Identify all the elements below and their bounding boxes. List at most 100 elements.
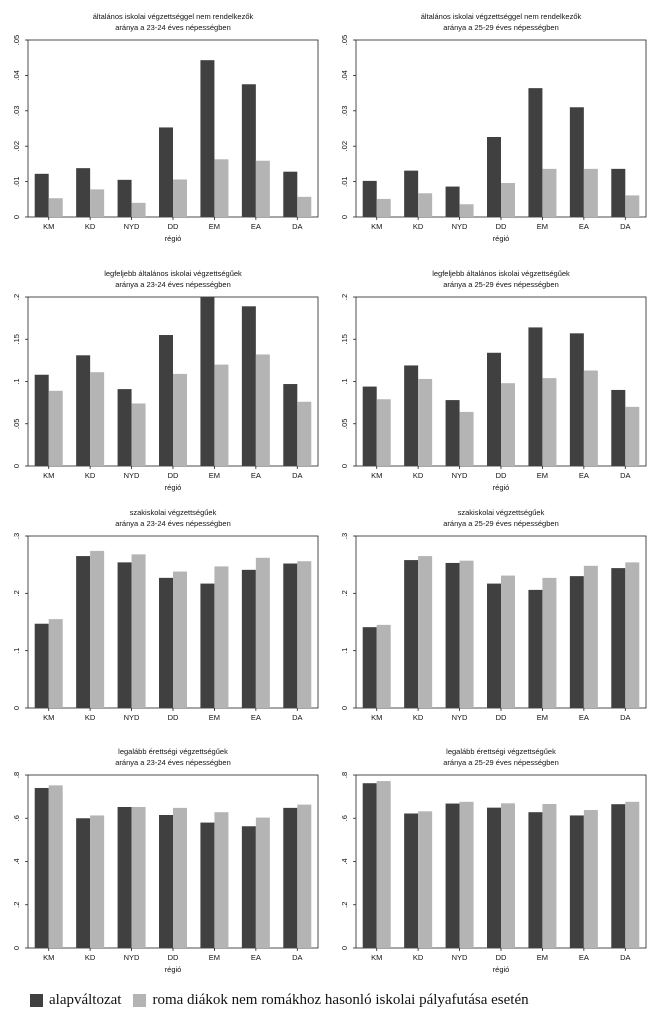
- y-tick-label: 0: [340, 215, 349, 219]
- y-tick-label: .01: [340, 176, 349, 186]
- bar-roma-scenario: [173, 807, 187, 948]
- x-tick-label: DD: [496, 471, 507, 480]
- bar-baseline: [34, 173, 49, 217]
- x-axis-label: régió: [493, 965, 510, 974]
- x-tick-label: NYD: [452, 471, 468, 480]
- bar-roma-scenario: [459, 411, 474, 466]
- y-tick-label: .2: [12, 902, 21, 908]
- bar-roma-scenario: [542, 378, 557, 466]
- bar-baseline: [487, 136, 501, 217]
- bar-baseline: [362, 627, 377, 708]
- x-tick-label: DD: [168, 222, 179, 231]
- x-tick-label: EA: [251, 953, 261, 962]
- chart-subtitle: aránya a 23-24 éves népességben: [115, 280, 231, 289]
- chart-grid: általános iskolai végzettséggel nem rend…: [12, 12, 647, 974]
- bar-roma-scenario: [214, 364, 229, 466]
- bar-baseline: [159, 335, 173, 466]
- bar-baseline: [611, 568, 626, 708]
- bar-roma-scenario: [501, 383, 515, 466]
- chart-title: legfeljebb általános iskolai végzettségű…: [104, 269, 242, 278]
- bar-roma-scenario: [459, 560, 474, 708]
- bar-baseline: [283, 807, 298, 948]
- y-tick-label: 0: [340, 946, 349, 950]
- chart-subtitle: aránya a 23-24 éves népességben: [115, 758, 231, 767]
- legend-label-baseline: alapváltozat: [49, 991, 122, 1008]
- bar-roma-scenario: [501, 575, 515, 708]
- y-tick-label: .2: [12, 294, 21, 300]
- bar-roma-scenario: [131, 554, 146, 708]
- bar-roma-scenario: [625, 801, 640, 948]
- y-tick-label: .02: [12, 141, 21, 151]
- x-tick-label: KD: [85, 713, 96, 722]
- bar-baseline: [283, 384, 298, 466]
- x-tick-label: EM: [537, 953, 548, 962]
- bar-baseline: [528, 812, 543, 948]
- bar-baseline: [159, 577, 173, 708]
- bar-baseline: [200, 60, 215, 217]
- y-tick-label: .6: [12, 815, 21, 821]
- y-tick-label: .1: [12, 648, 21, 654]
- x-tick-label: EM: [209, 471, 220, 480]
- y-tick-label: .3: [340, 533, 349, 539]
- x-tick-label: KD: [413, 471, 424, 480]
- y-tick-label: .04: [12, 70, 21, 80]
- bar-baseline: [528, 327, 543, 466]
- bar-baseline: [283, 171, 298, 217]
- y-tick-label: .1: [12, 378, 21, 384]
- y-tick-label: .2: [340, 294, 349, 300]
- x-tick-label: KM: [43, 713, 54, 722]
- x-tick-label: KD: [413, 953, 424, 962]
- bar-baseline: [487, 352, 501, 466]
- chart-subtitle: aránya a 23-24 éves népességben: [115, 519, 231, 528]
- x-tick-label: DD: [168, 953, 179, 962]
- y-tick-label: .8: [340, 772, 349, 778]
- bar-roma-scenario: [255, 354, 270, 466]
- x-tick-label: EM: [209, 953, 220, 962]
- bar-roma-scenario: [459, 204, 474, 217]
- x-axis-label: régió: [165, 965, 182, 974]
- chart-subtitle: aránya a 25-29 éves népességben: [443, 280, 559, 289]
- bar-roma-scenario: [214, 566, 229, 708]
- chart-panel-5: szakiskolai végzettségűek aránya a 23-24 …: [12, 508, 319, 722]
- chart-title: legalább érettségi végzettségűek: [118, 747, 228, 756]
- bar-roma-scenario: [583, 370, 598, 466]
- legend-swatch-baseline: [30, 993, 43, 1007]
- x-tick-label: NYD: [452, 713, 468, 722]
- bar-baseline: [241, 826, 256, 948]
- y-tick-label: .15: [12, 334, 21, 344]
- bar-roma-scenario: [418, 556, 433, 708]
- x-tick-label: DA: [620, 222, 630, 231]
- x-tick-label: KM: [371, 471, 382, 480]
- x-axis-label: régió: [165, 234, 182, 243]
- x-tick-label: NYD: [452, 953, 468, 962]
- bar-baseline: [34, 374, 49, 466]
- bar-baseline: [76, 168, 91, 217]
- bar-roma-scenario: [297, 804, 312, 948]
- bar-roma-scenario: [255, 817, 270, 948]
- bar-baseline: [117, 562, 132, 708]
- bar-baseline: [117, 807, 132, 948]
- bar-baseline: [159, 127, 173, 217]
- x-tick-label: KD: [413, 222, 424, 231]
- bar-baseline: [569, 576, 584, 708]
- bar-baseline: [487, 807, 501, 948]
- x-tick-label: EA: [579, 222, 589, 231]
- bar-baseline: [34, 787, 49, 948]
- bar-roma-scenario: [583, 565, 598, 708]
- bar-roma-scenario: [48, 619, 63, 708]
- bar-roma-scenario: [48, 198, 63, 217]
- y-tick-label: .4: [340, 858, 349, 864]
- y-tick-label: .05: [340, 35, 349, 45]
- x-tick-label: KD: [85, 471, 96, 480]
- bar-roma-scenario: [542, 803, 557, 948]
- bar-roma-scenario: [418, 193, 433, 217]
- bar-baseline: [445, 400, 460, 466]
- x-tick-label: DD: [168, 471, 179, 480]
- x-axis-label: régió: [493, 234, 510, 243]
- chart-title: általános iskolai végzettséggel nem rend…: [421, 12, 582, 21]
- x-tick-label: NYD: [124, 713, 140, 722]
- x-tick-label: DA: [620, 713, 630, 722]
- x-tick-label: KD: [85, 953, 96, 962]
- bar-roma-scenario: [90, 189, 105, 217]
- y-tick-label: .02: [340, 141, 349, 151]
